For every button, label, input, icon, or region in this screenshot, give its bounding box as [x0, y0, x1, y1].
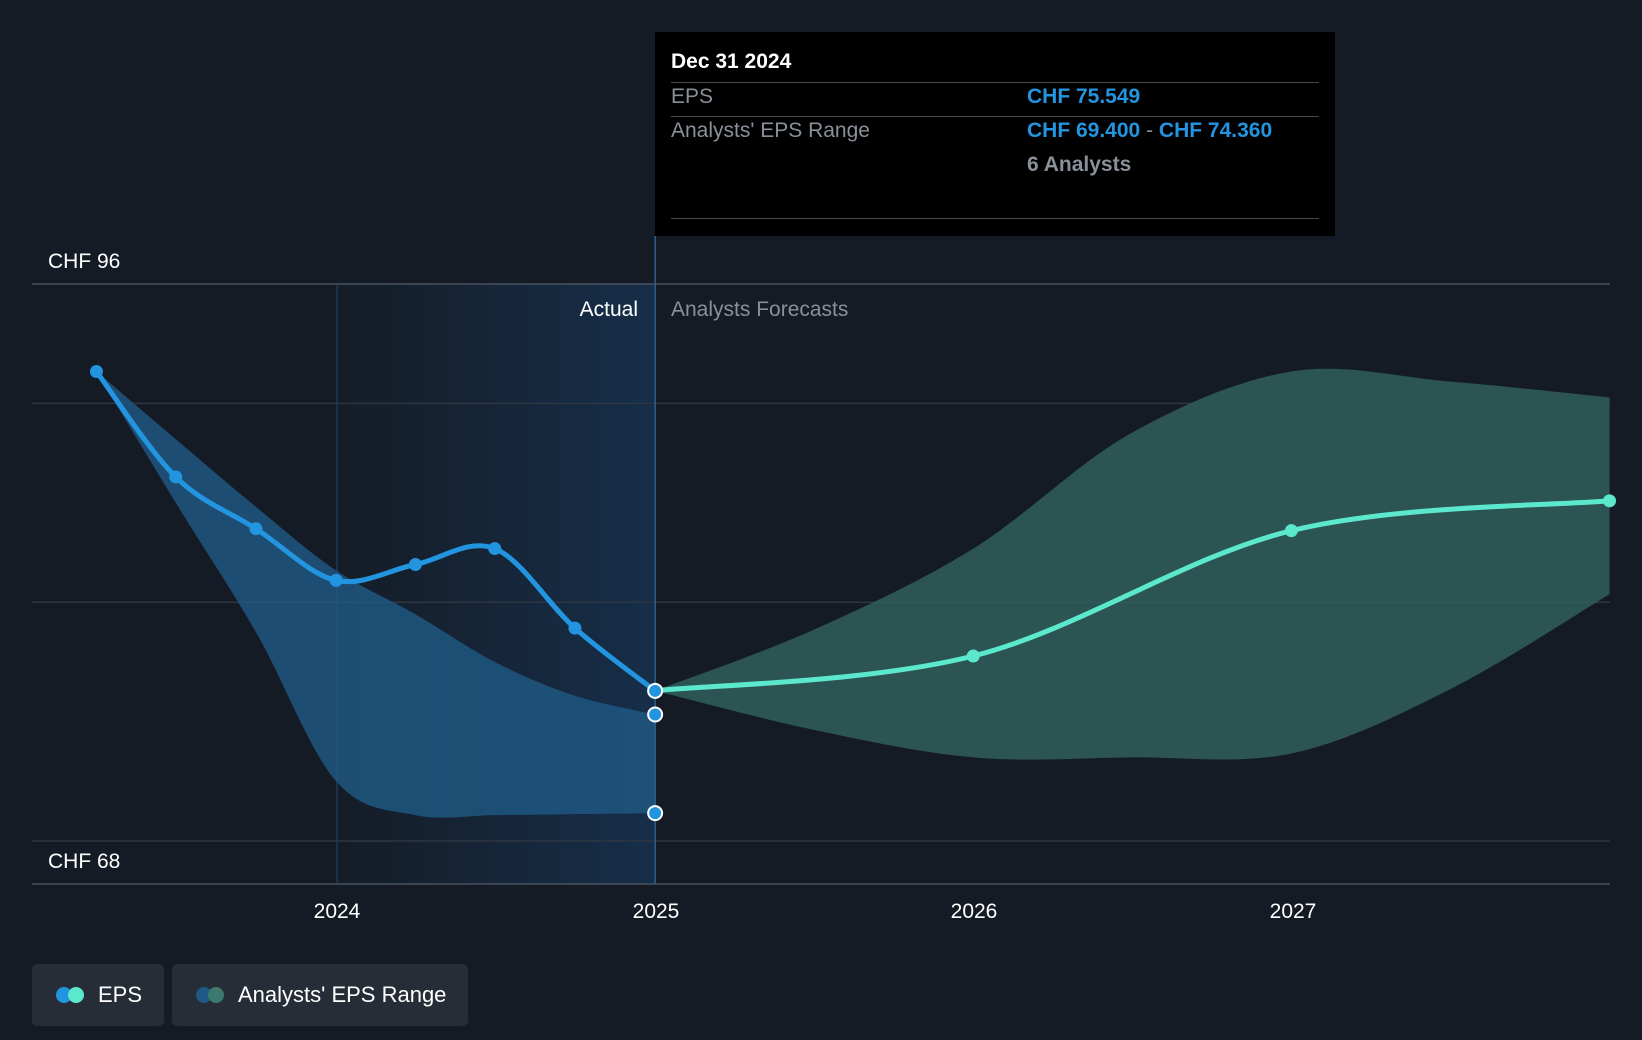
forecast-eps-point [1603, 494, 1617, 508]
tooltip-analyst-count: 6 Analysts [1027, 153, 1132, 176]
range-bands [96, 368, 1610, 818]
forecast-eps-line [652, 498, 1612, 694]
tooltip-range-low: CHF 69.400 [1027, 119, 1141, 142]
actual-eps-point [249, 522, 263, 536]
actual-eps-point [329, 573, 343, 587]
actual-region-label: Actual [580, 298, 638, 321]
eps-points [89, 365, 1617, 822]
actual-eps-point [568, 621, 582, 635]
actual-eps-point [488, 542, 502, 556]
tooltip-divider [671, 82, 1319, 83]
range-low-point [647, 805, 664, 822]
forecast-range-band [655, 368, 1610, 760]
legend-item-range[interactable]: Analysts' EPS Range [172, 964, 468, 1026]
legend-dot-forecast-range [208, 987, 224, 1003]
y-label-bottom: CHF 68 [48, 850, 120, 873]
x-tick-2027: 2027 [1270, 900, 1317, 923]
forecast-region-label: Analysts Forecasts [671, 298, 848, 321]
actual-eps-point [169, 470, 183, 484]
actual-eps-point [89, 365, 103, 379]
legend-label-range: Analysts' EPS Range [238, 982, 447, 1007]
actual-eps-point [408, 557, 422, 571]
actual-range-band [96, 371, 656, 818]
x-tick-2024: 2024 [314, 900, 361, 923]
forecast-eps-point [1284, 524, 1298, 538]
actual-eps-point [647, 682, 664, 699]
x-tick-2026: 2026 [951, 900, 998, 923]
tooltip-date: Dec 31 2024 [671, 50, 792, 73]
range-legend-icon [196, 987, 224, 1003]
legend-label-eps: EPS [98, 982, 143, 1007]
y-label-top: CHF 96 [48, 250, 120, 273]
eps-legend-icon [56, 987, 84, 1003]
tooltip-divider [671, 218, 1319, 219]
tooltip-range-label: Analysts' EPS Range [671, 119, 870, 142]
legend-item-eps[interactable]: EPS [32, 964, 164, 1026]
tooltip-range-value: CHF 69.400 - CHF 74.360 [1027, 119, 1272, 143]
hover-tooltip: Dec 31 2024 EPS CHF 75.549 Analysts' EPS… [655, 32, 1335, 236]
forecast-eps-point [966, 649, 980, 663]
tooltip-range-separator: - [1146, 119, 1154, 142]
tooltip-eps-value: CHF 75.549 [1027, 85, 1141, 108]
legend-dot-forecast [68, 987, 84, 1003]
x-tick-2025: 2025 [633, 900, 680, 923]
tooltip-eps-label: EPS [671, 85, 714, 108]
range-high-point [647, 706, 664, 723]
tooltip-divider [671, 116, 1319, 117]
tooltip-range-high: CHF 74.360 [1158, 119, 1273, 142]
